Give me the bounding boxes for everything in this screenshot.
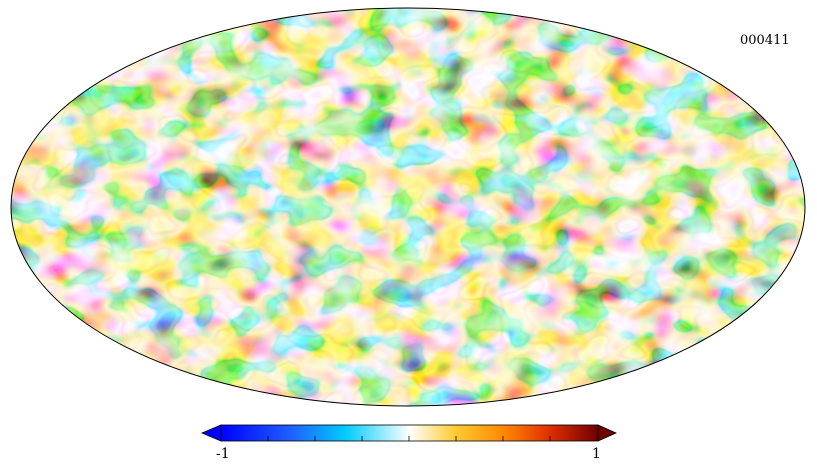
colorbar-extend-min [200, 424, 222, 442]
map-outline [10, 7, 806, 407]
temperature-field [11, 8, 805, 406]
colorbar-max-label: 1 [592, 446, 601, 462]
colorbar-ticks [220, 436, 599, 441]
colorbar-extend-max [597, 424, 617, 442]
map-label: 000411 [740, 33, 790, 48]
colorbar-min-label: -1 [216, 446, 230, 462]
colorbar-gradient [220, 424, 599, 442]
